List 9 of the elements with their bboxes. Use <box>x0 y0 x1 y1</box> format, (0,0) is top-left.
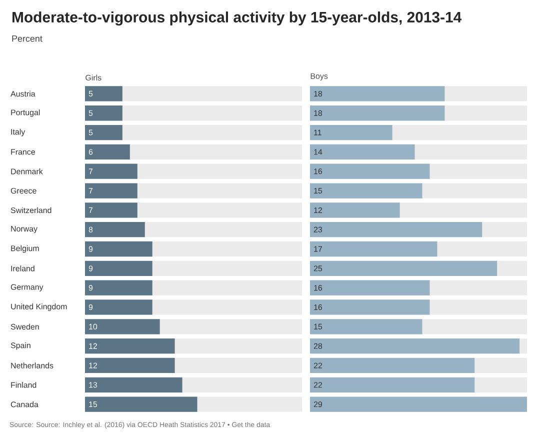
bar <box>85 106 122 121</box>
bar <box>85 202 138 218</box>
bar <box>85 86 122 102</box>
chart-title: Moderate-to-vigorous physical activity by 15-year-olds, 2013-14 <box>12 12 462 26</box>
bar <box>85 144 130 160</box>
bar <box>85 183 138 198</box>
bar <box>85 164 138 179</box>
bar <box>85 124 122 140</box>
chart-subtitle: Percent <box>12 36 42 42</box>
